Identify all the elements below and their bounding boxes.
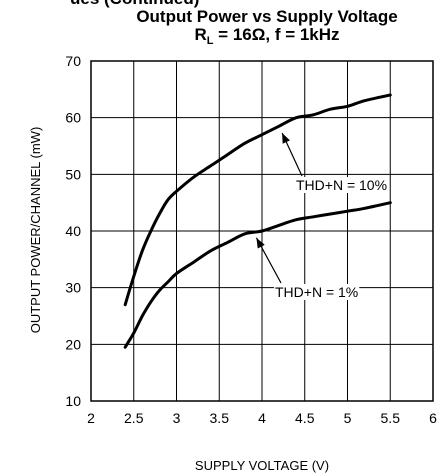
arrow-head-icon xyxy=(256,237,265,249)
chart-subtitle: RL = 16Ω, f = 1kHz xyxy=(194,25,339,47)
x-tick-label: 6 xyxy=(429,410,437,426)
chart-title: Output Power vs Supply Voltage xyxy=(136,7,397,26)
x-tick-label: 2.5 xyxy=(124,410,144,426)
section-header-fragment: ues (Continued) xyxy=(70,0,199,8)
series-curves xyxy=(123,93,392,349)
annotation-background xyxy=(274,284,360,300)
annotation-thd-10: THD+N = 10% xyxy=(296,177,387,193)
y-axis-label: OUTPUT POWER/CHANNEL (mW) xyxy=(28,127,43,334)
y-tick-label: 70 xyxy=(65,53,81,69)
y-tick-label: 60 xyxy=(65,110,81,126)
x-tick-labels: 2 2.5 3 3.5 4 4.5 5 5.5 6 xyxy=(87,410,437,426)
arrow-head-icon xyxy=(282,133,290,144)
y-tick-label: 20 xyxy=(65,336,81,352)
y-tick-label: 40 xyxy=(65,223,81,239)
y-tick-label: 50 xyxy=(65,166,81,182)
x-tick-label: 4.5 xyxy=(295,410,315,426)
plot-area: THD+N = 10% THD+N = 1% xyxy=(90,60,434,402)
y-tick-label: 30 xyxy=(65,280,81,296)
x-tick-label: 4 xyxy=(258,410,266,426)
x-axis-label: SUPPLY VOLTAGE (V) xyxy=(195,458,329,473)
x-tick-label: 3.5 xyxy=(210,410,230,426)
y-tick-labels: 10 20 30 40 50 60 70 xyxy=(65,53,81,409)
annotation-background xyxy=(295,177,389,193)
y-tick-label: 10 xyxy=(65,393,81,409)
series-line-thd-1 xyxy=(123,201,392,349)
annotation-thd-1: THD+N = 1% xyxy=(275,284,358,300)
x-tick-label: 5.5 xyxy=(381,410,401,426)
series-line-thd-10 xyxy=(123,93,392,307)
x-tick-label: 3 xyxy=(173,410,181,426)
x-tick-label: 2 xyxy=(87,410,95,426)
annotations: THD+N = 10% THD+N = 1% xyxy=(255,132,389,300)
x-tick-label: 5 xyxy=(344,410,352,426)
